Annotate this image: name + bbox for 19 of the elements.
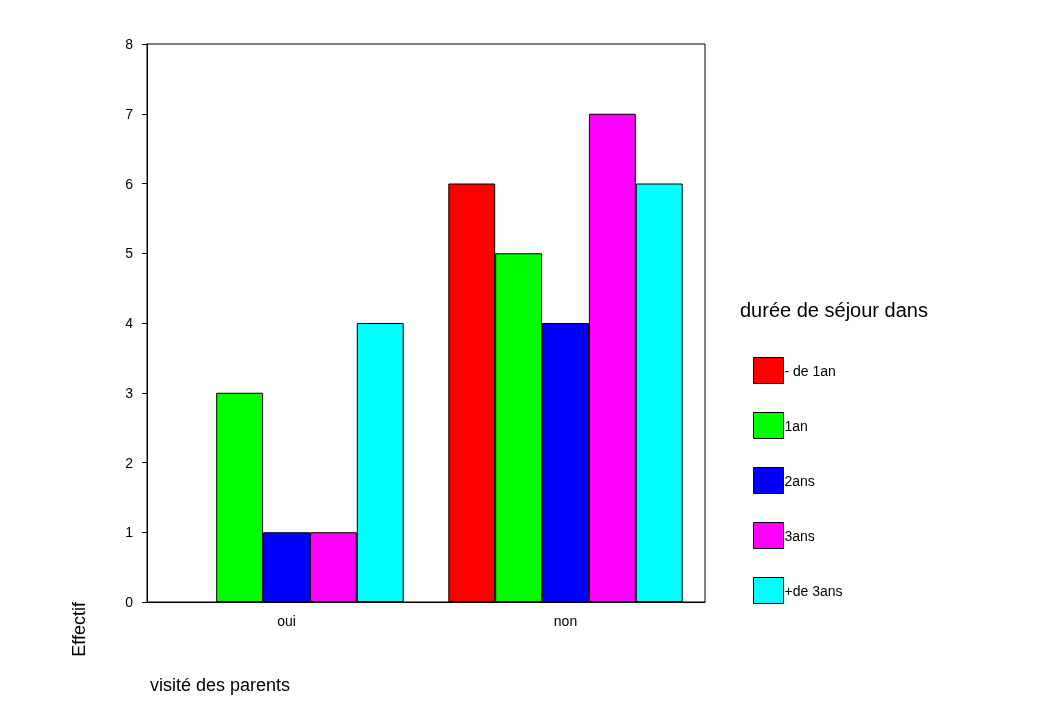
y-tick-label: 8 bbox=[125, 36, 134, 52]
y-tick-label: 1 bbox=[125, 524, 134, 541]
y-tick-label: 0 bbox=[125, 594, 134, 610]
y-tick-label: 6 bbox=[125, 175, 134, 192]
legend-label: +de 3ans bbox=[784, 582, 843, 599]
legend-label: 2ans bbox=[784, 472, 815, 489]
legend-label: 3ans bbox=[784, 527, 815, 544]
x-tick-label: oui bbox=[277, 613, 296, 629]
legend-label: - de 1an bbox=[784, 362, 836, 379]
y-tick-label: 4 bbox=[125, 315, 134, 331]
x-tick-label: non bbox=[553, 613, 578, 629]
y-tick-label: 2 bbox=[125, 454, 134, 471]
legend-label: 1an bbox=[784, 417, 808, 434]
y-tick-label: 3 bbox=[125, 384, 134, 401]
y-tick-label: 7 bbox=[125, 105, 134, 122]
y-axis-title: Effectif bbox=[69, 601, 89, 657]
y-tick-label: 5 bbox=[125, 245, 134, 262]
x-axis-title: visité des parents bbox=[150, 675, 291, 695]
legend-title: durée de séjour dans bbox=[740, 299, 928, 321]
